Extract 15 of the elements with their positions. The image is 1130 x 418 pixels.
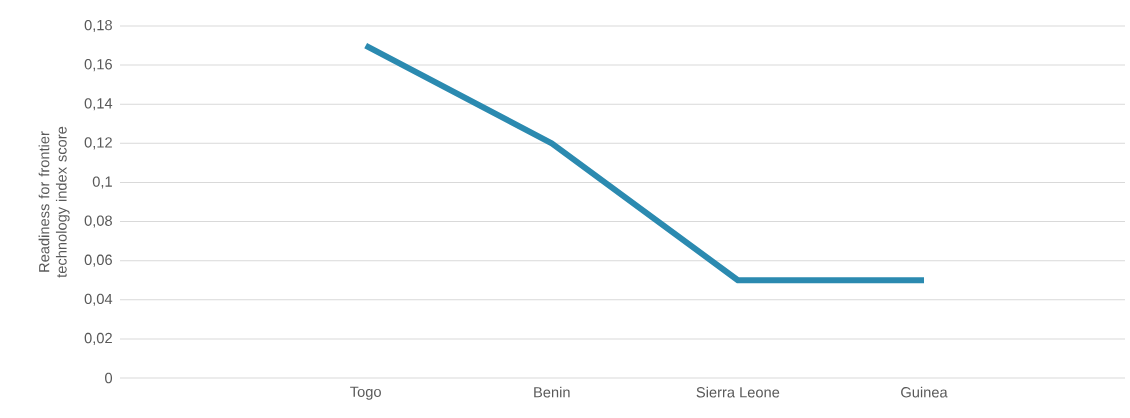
y-tick-label: 0,18 bbox=[84, 19, 112, 33]
x-tick-label: Guinea bbox=[901, 386, 948, 398]
x-tick-label: Sierra Leone bbox=[696, 386, 780, 398]
y-tick-label: 0,1 bbox=[92, 176, 112, 189]
y-tick-label: 0,04 bbox=[84, 293, 113, 306]
y-tick-label: 0,08 bbox=[84, 215, 112, 228]
y-tick-label: 0,06 bbox=[84, 254, 112, 267]
y-tick-label: 0 bbox=[105, 372, 113, 384]
y-tick-label: 0,02 bbox=[84, 332, 112, 345]
x-tick-label: Benin bbox=[534, 386, 570, 398]
y-tick-label: 0,14 bbox=[84, 98, 113, 111]
y-axis-title: Readiness for frontier technology index score bbox=[38, 126, 70, 278]
y-tick-label: 0,12 bbox=[84, 137, 112, 150]
y-tick-label: 0,16 bbox=[84, 59, 112, 72]
x-tick-label: Togo bbox=[350, 386, 381, 400]
